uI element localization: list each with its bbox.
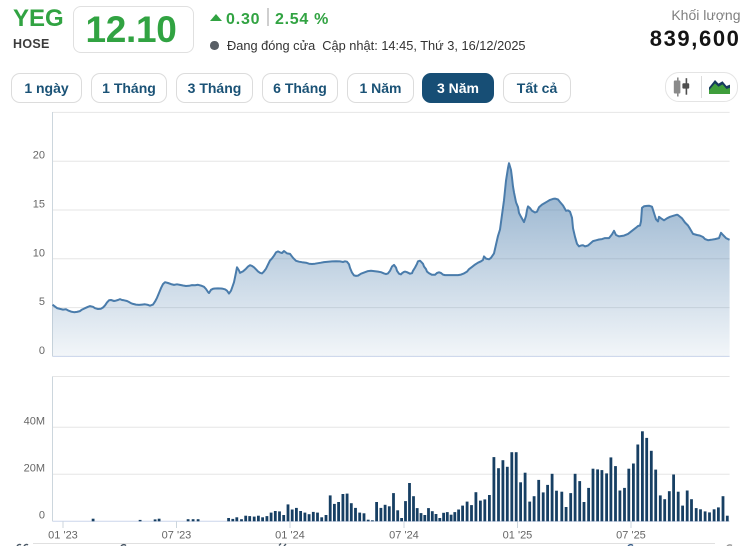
svg-text:01 '24: 01 '24 bbox=[275, 530, 305, 542]
svg-text:0: 0 bbox=[39, 345, 45, 357]
svg-text:07 '23: 07 '23 bbox=[162, 530, 192, 542]
svg-text:40M: 40M bbox=[24, 416, 45, 428]
svg-text:01 '23: 01 '23 bbox=[48, 530, 78, 542]
svg-text:5: 5 bbox=[39, 296, 45, 308]
svg-text:15: 15 bbox=[33, 199, 45, 211]
svg-text:07 '25: 07 '25 bbox=[616, 530, 646, 542]
svg-text:20: 20 bbox=[33, 150, 45, 162]
svg-text:0: 0 bbox=[39, 510, 45, 522]
svg-text:01 '25: 01 '25 bbox=[503, 530, 533, 542]
svg-text:07 '24: 07 '24 bbox=[389, 530, 419, 542]
svg-text:20M: 20M bbox=[24, 463, 45, 475]
svg-text:10: 10 bbox=[33, 247, 45, 259]
